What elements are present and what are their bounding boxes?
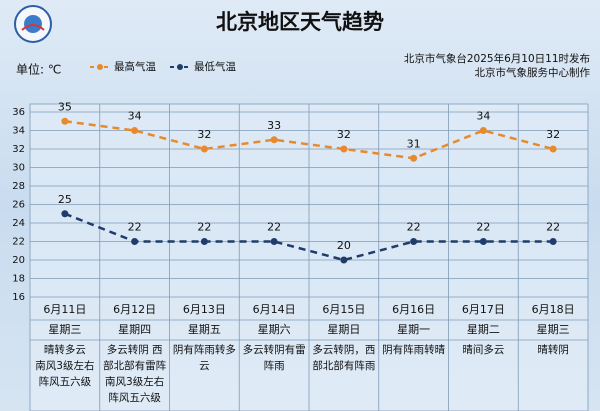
date-label: 6月16日 xyxy=(392,303,435,316)
weekday-label: 星期二 xyxy=(467,323,500,336)
data-label: 33 xyxy=(267,119,281,132)
weather-description: 阵雨 xyxy=(264,359,285,372)
data-point xyxy=(340,256,348,264)
data-point xyxy=(61,210,69,218)
data-point xyxy=(270,136,278,144)
data-point xyxy=(200,145,208,153)
source-line: 北京市气象服务中心制作 xyxy=(475,66,591,79)
data-point xyxy=(549,145,557,153)
data-label: 34 xyxy=(128,110,142,123)
data-point xyxy=(200,238,208,245)
weather-description: 部北部有雷阵 xyxy=(103,359,166,372)
weather-description: 南风3级左右 xyxy=(105,375,164,388)
data-point xyxy=(549,238,557,245)
y-tick-label: 20 xyxy=(12,255,25,266)
y-tick-label: 36 xyxy=(12,107,25,118)
date-label: 6月12日 xyxy=(113,303,156,316)
weather-description: 部北部有阵雨 xyxy=(312,359,375,372)
weekday-label: 星期六 xyxy=(258,323,291,336)
legend-label: 最低气温 xyxy=(194,60,236,73)
unit-label: 单位: ℃ xyxy=(16,62,61,77)
weekday-label: 星期四 xyxy=(118,323,151,336)
data-point xyxy=(131,127,139,134)
weather-description: 云 xyxy=(199,360,210,372)
data-point xyxy=(410,154,418,162)
legend-marker xyxy=(97,64,103,70)
weekday-label: 星期日 xyxy=(327,323,360,336)
series-line xyxy=(64,212,554,262)
weekday-label: 星期三 xyxy=(537,323,570,336)
data-label: 31 xyxy=(407,137,421,150)
weather-description: 阴有阵雨转多 xyxy=(173,343,236,356)
data-point xyxy=(270,238,278,245)
y-tick-label: 26 xyxy=(12,200,25,211)
weather-description: 阴有阵雨转晴 xyxy=(382,343,445,356)
date-label: 6月11日 xyxy=(43,303,86,316)
date-label: 6月17日 xyxy=(462,303,505,316)
y-tick-label: 16 xyxy=(12,292,25,303)
weather-description: 晴转阴 xyxy=(537,343,569,356)
data-label: 25 xyxy=(58,193,72,206)
data-label: 22 xyxy=(476,221,490,234)
data-point xyxy=(479,127,487,134)
weather-description: 多云转阴有雷 xyxy=(243,343,306,356)
weekday-label: 星期五 xyxy=(188,323,221,336)
legend-label: 最高气温 xyxy=(114,60,156,73)
weekday-label: 星期三 xyxy=(48,323,81,336)
data-label: 32 xyxy=(546,128,560,141)
weather-description: 晴间多云 xyxy=(462,343,504,356)
data-point xyxy=(61,117,69,125)
data-label: 20 xyxy=(337,239,351,252)
data-label: 22 xyxy=(128,221,142,234)
source-line: 北京市气象台2025年6月10日11时发布 xyxy=(404,52,590,65)
date-label: 6月13日 xyxy=(183,303,226,316)
date-label: 6月15日 xyxy=(322,303,365,316)
data-label: 22 xyxy=(407,221,421,234)
weather-description: 多云转阴，西 xyxy=(312,343,375,356)
weather-description: 南风3级左右 xyxy=(35,359,94,372)
y-tick-label: 30 xyxy=(12,163,25,174)
logo xyxy=(14,5,52,43)
data-label: 32 xyxy=(197,128,211,141)
data-point xyxy=(479,238,487,245)
weather-description: 多云转阴 西 xyxy=(107,343,163,356)
weather-description: 阵风五六级 xyxy=(39,375,92,388)
data-label: 22 xyxy=(267,221,281,234)
data-label: 32 xyxy=(337,128,351,141)
y-tick-label: 28 xyxy=(12,181,25,192)
data-point xyxy=(131,238,139,245)
data-label: 22 xyxy=(546,221,560,234)
y-tick-label: 18 xyxy=(12,274,25,285)
y-tick-label: 32 xyxy=(12,144,25,155)
data-label: 22 xyxy=(197,221,211,234)
y-tick-label: 24 xyxy=(12,218,25,229)
weather-description: 晴转多云 xyxy=(44,343,86,356)
chart-title: 北京地区天气趋势 xyxy=(216,10,384,34)
y-tick-label: 22 xyxy=(12,237,25,248)
y-tick-label: 34 xyxy=(12,126,25,137)
weather-description: 阵风五六级 xyxy=(108,391,161,404)
data-point xyxy=(340,145,348,153)
data-label: 34 xyxy=(476,110,490,123)
legend-marker xyxy=(177,64,183,70)
data-label: 35 xyxy=(58,100,72,113)
data-point xyxy=(410,238,418,245)
weekday-label: 星期一 xyxy=(397,323,430,336)
date-label: 6月18日 xyxy=(532,303,575,316)
date-label: 6月14日 xyxy=(253,303,296,316)
